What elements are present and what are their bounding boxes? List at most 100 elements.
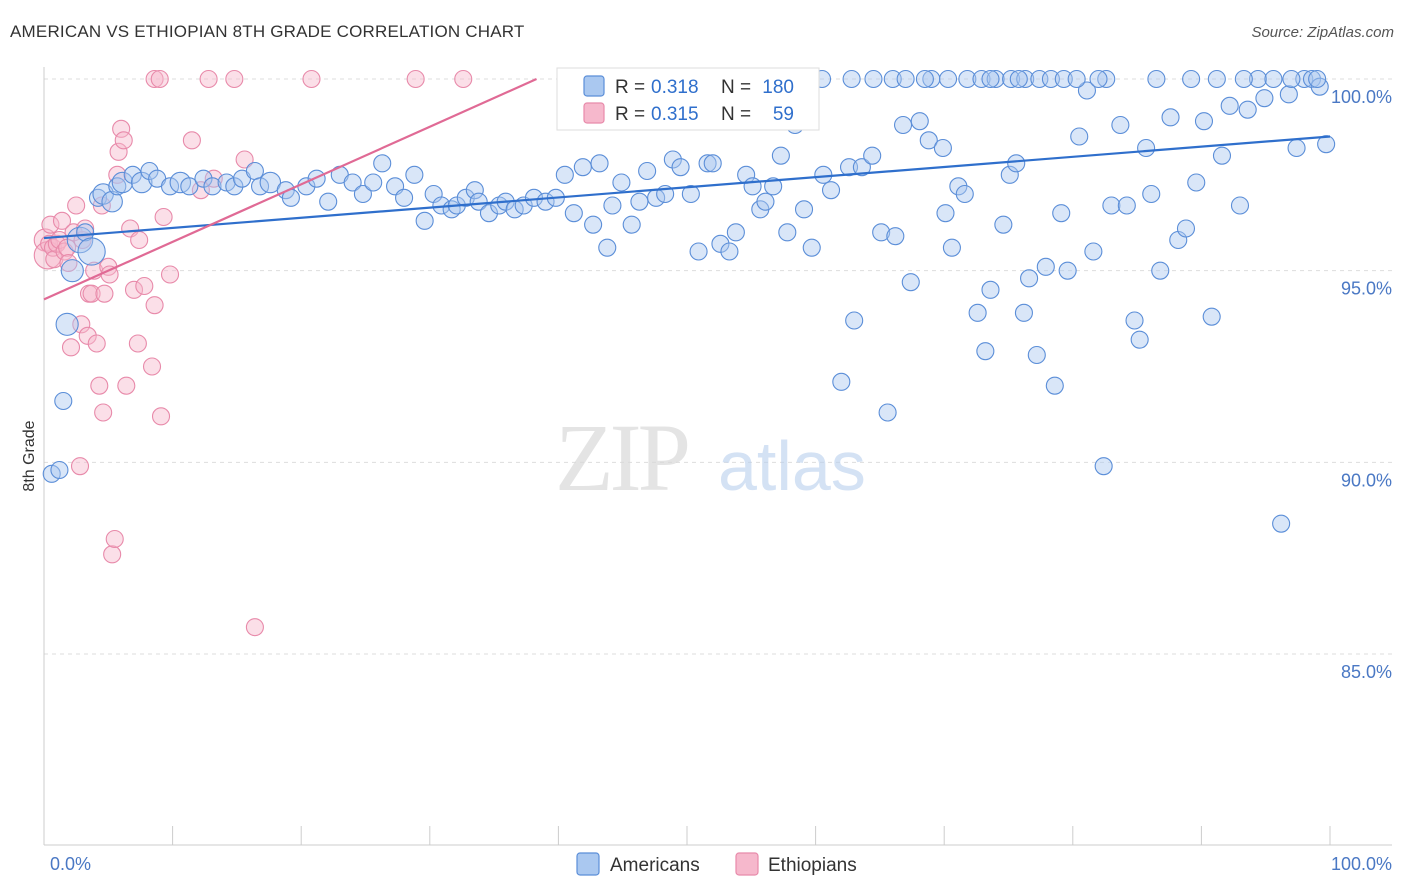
ethiopians-point-36: [117, 376, 136, 395]
americans-point-152: [1317, 135, 1336, 154]
americans-point-102: [919, 131, 938, 150]
americans-point-157: [883, 69, 902, 89]
americans-point-113: [1007, 154, 1026, 173]
americans-point-100: [901, 273, 920, 292]
americans-point-23: [225, 177, 244, 196]
americans-point-118: [1045, 376, 1064, 395]
americans-point-98: [886, 227, 905, 246]
ethiopians-point-55: [225, 69, 244, 89]
americans-point-78: [726, 223, 745, 242]
americans-point-61: [590, 154, 609, 173]
americans-point-126: [1111, 115, 1130, 135]
americans-point-49: [479, 204, 499, 223]
americans-point-132: [1151, 261, 1170, 280]
americans-point-83: [764, 177, 783, 196]
ethiopians-point-44: [151, 407, 171, 426]
ethiopians-point-51: [245, 618, 264, 637]
americans-point-72: [681, 184, 700, 204]
y-tick-label-95: 95.0%: [1341, 279, 1392, 299]
ethiopians-point-27: [95, 284, 114, 303]
bottom-legend-swatch-americans: [576, 852, 600, 876]
americans-point-62: [598, 238, 617, 257]
americans-point-120: [1058, 261, 1077, 280]
ethiopians-point-34: [112, 119, 131, 138]
ethiopians-point-24: [90, 376, 109, 395]
americans-point-87: [794, 200, 814, 219]
americans-point-171: [1147, 69, 1166, 89]
bottom-legend-label-ethiopians: Ethiopians: [768, 855, 857, 876]
ethiopians-point-43: [145, 296, 164, 315]
y-tick-label-90: 90.0%: [1341, 470, 1392, 490]
americans-point-21: [203, 177, 222, 196]
americans-point-14: [130, 171, 153, 194]
americans-point-139: [1212, 146, 1232, 165]
americans-point-103: [933, 138, 952, 158]
americans-point-27: [259, 171, 282, 194]
legend-n-label-americans: N =: [721, 77, 751, 98]
americans-point-144: [1255, 89, 1274, 108]
americans-point-137: [1194, 112, 1214, 131]
americans-point-60: [584, 215, 603, 234]
americans-point-65: [622, 215, 641, 234]
americans-point-112: [1000, 165, 1019, 184]
americans-point-34: [343, 173, 362, 192]
ethiopians-point-26: [94, 403, 113, 422]
americans-point-74: [698, 154, 717, 173]
ethiopians-point-42: [142, 357, 162, 376]
ethiopians-point-21: [82, 284, 101, 303]
americans-point-125: [1102, 196, 1121, 215]
ethiopians-point-57: [406, 69, 425, 89]
americans-point-140: [1220, 96, 1239, 115]
ethiopians-point-31: [105, 529, 124, 549]
ethiopians-point-11: [59, 253, 78, 273]
americans-point-90: [821, 181, 841, 200]
americans-point-107: [955, 184, 974, 204]
americans-point-67: [638, 161, 657, 181]
americans-point-138: [1202, 307, 1221, 326]
americans-point-12: [111, 171, 134, 194]
americans-point-4: [60, 259, 84, 283]
americans-point-178: [981, 69, 1000, 89]
ethiopians-point-48: [191, 181, 210, 200]
grid-lines: [44, 78, 1392, 655]
legend-n-label-ethiopians: N =: [721, 104, 751, 125]
americans-point-96: [872, 223, 891, 242]
americans-point-129: [1130, 330, 1149, 349]
americans-point-169: [1067, 69, 1086, 89]
americans-point-93: [845, 311, 864, 330]
ethiopians-point-40: [130, 230, 149, 250]
americans-point-6: [76, 223, 95, 242]
americans-point-77: [720, 242, 739, 261]
americans-point-146: [1272, 514, 1291, 533]
americans-point-92: [839, 158, 859, 177]
ethiopians-point-35: [114, 131, 133, 150]
americans-point-105: [942, 238, 961, 257]
americans-point-123: [1084, 242, 1103, 261]
bottom-legend: Americans Ethiopians: [576, 852, 857, 876]
americans-point-94: [852, 158, 871, 177]
americans-point-97: [878, 403, 897, 422]
americans-point-124: [1094, 457, 1113, 476]
americans-point-84: [771, 146, 790, 165]
americans-point-2: [54, 391, 73, 411]
americans-point-150: [1302, 69, 1322, 89]
ethiopians-point-8: [52, 211, 72, 230]
americans-point-89: [814, 165, 833, 184]
americans-point-40: [405, 165, 424, 184]
y-tick-labels: 85.0% 90.0% 95.0% 100.0%: [1331, 87, 1392, 682]
americans-point-15: [140, 161, 159, 181]
americans-point-70: [663, 150, 682, 169]
americans-point-109: [976, 342, 995, 361]
americans-point-35: [353, 184, 372, 204]
ethiopians-point-23: [87, 334, 106, 353]
source-label: Source: ZipAtlas.com: [1251, 24, 1394, 41]
americans-point-156: [864, 69, 883, 89]
americans-point-174: [1234, 69, 1253, 89]
legend-box: R = 0.318 N = 180 R = 0.315 N = 59: [556, 67, 820, 131]
americans-point-66: [630, 192, 649, 211]
americans-point-180: [915, 69, 934, 89]
americans-point-165: [1016, 69, 1035, 89]
ethiopians-point-30: [103, 545, 122, 564]
americans-point-119: [1052, 204, 1071, 223]
americans-point-121: [1070, 127, 1089, 146]
